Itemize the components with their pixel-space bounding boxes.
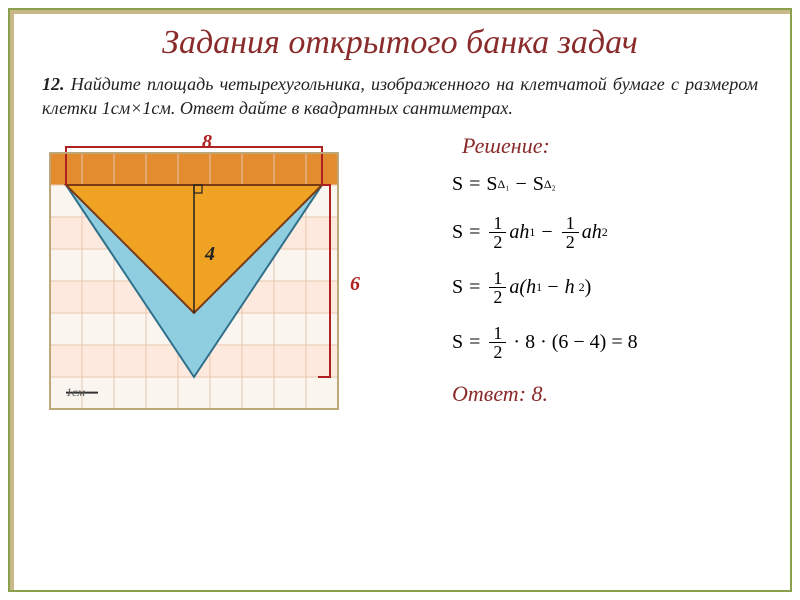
solution-panel: Решение: S = SΔ₁ − SΔ₂ S = 12 ah1 − 12 a… [402,133,758,418]
problem-number: 12. [42,74,65,94]
eq2-ah2: ah [582,221,602,244]
problem-statement: 12. Найдите площадь четырехугольника, из… [42,72,758,121]
eq1-minus: − [515,173,526,196]
eq2-sub1: 1 [529,225,535,240]
eq-3: S = 12 a(h1 − h2 ) [452,269,758,306]
eq3-open: a(h [509,276,536,299]
eq1-lhs: S [452,173,463,196]
grid-diagram [42,133,354,413]
eq1-eq: = [469,173,480,196]
diagram-panel: 8 4 6 1см [42,133,402,418]
eq4-lhs: S [452,331,463,354]
eq2-sub2: 2 [602,225,608,240]
answer-label: Ответ: [452,381,526,406]
eq3-close: ) [585,276,592,299]
unit-label: 1см [66,385,85,400]
slide-title: Задания открытого банка задач [30,24,770,62]
eq-4: S = 12 · 8 · (6 − 4) = 8 [452,324,758,361]
solution-label: Решение: [462,133,758,159]
eq3-sub1: 1 [536,280,542,295]
eq2-minus: − [541,221,552,244]
content-row: 8 4 6 1см Решение: S = SΔ₁ − SΔ₂ S = 12 … [42,133,758,418]
eq4-rest: · 8 · (6 − 4) = 8 [513,331,637,354]
eq2-lhs: S [452,221,463,244]
dim-a: 8 [202,131,212,154]
eq4-eq: = [469,331,480,354]
eq2-frac2: 12 [562,214,579,251]
eq1-s2: S [533,173,544,196]
dim-h1: 6 [350,273,360,296]
dim-h2: 4 [205,243,215,266]
eq1-sub2: Δ₂ [544,177,556,192]
eq-1: S = SΔ₁ − SΔ₂ [452,173,758,196]
eq3-lhs: S [452,276,463,299]
eq1-s1: S [486,173,497,196]
answer-value: 8. [532,381,549,406]
eq3-minus: − h [546,276,575,299]
eq3-eq: = [469,276,480,299]
slide-frame: Задания открытого банка задач 12. Найдит… [8,8,792,592]
eq1-sub1: Δ₁ [498,177,510,192]
eq2-frac1: 12 [489,214,506,251]
problem-text: Найдите площадь четырехугольника, изобра… [42,74,758,118]
eq2-eq: = [469,221,480,244]
eq4-frac: 12 [489,324,506,361]
eq3-frac: 12 [489,269,506,306]
answer-line: Ответ: 8. [452,381,758,407]
eq2-ah1: ah [509,221,529,244]
eq-2: S = 12 ah1 − 12 ah2 [452,214,758,251]
